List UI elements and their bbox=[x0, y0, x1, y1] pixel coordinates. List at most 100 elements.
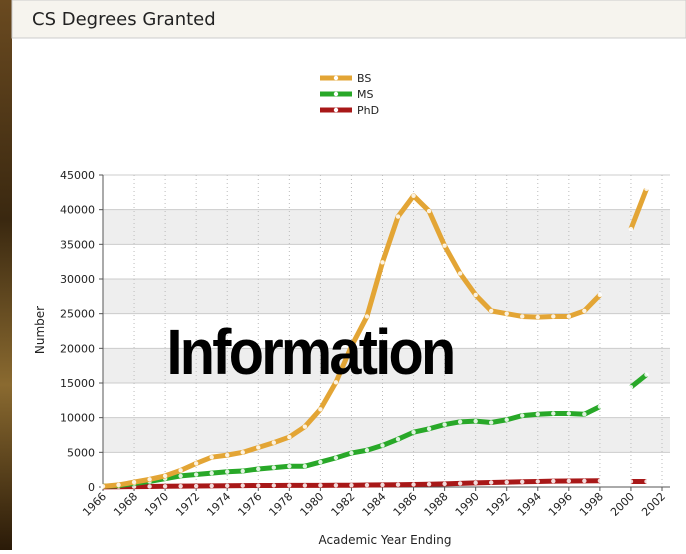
data-point bbox=[318, 459, 323, 465]
data-point bbox=[256, 483, 261, 488]
data-point bbox=[442, 481, 447, 487]
data-point bbox=[100, 484, 106, 489]
data-point bbox=[488, 480, 494, 485]
data-point bbox=[582, 478, 587, 484]
legend-label: BS bbox=[357, 72, 371, 85]
data-point bbox=[551, 314, 556, 319]
y-axis-label: Number bbox=[33, 306, 47, 354]
legend-dot bbox=[333, 107, 339, 113]
data-point bbox=[566, 411, 572, 416]
data-point bbox=[395, 214, 401, 219]
data-point bbox=[644, 186, 649, 192]
data-point bbox=[582, 308, 587, 314]
annotation: Information bbox=[166, 316, 453, 387]
data-point bbox=[566, 314, 572, 319]
data-point bbox=[535, 479, 540, 484]
data-point bbox=[628, 226, 634, 232]
data-point bbox=[504, 417, 509, 422]
data-point bbox=[364, 314, 370, 319]
data-point bbox=[411, 193, 416, 198]
data-point bbox=[193, 483, 199, 489]
chart-title: CS Degrees Granted bbox=[32, 9, 216, 30]
data-point bbox=[349, 344, 354, 349]
data-point bbox=[488, 420, 494, 425]
data-point bbox=[520, 413, 525, 418]
data-point bbox=[364, 482, 370, 488]
data-point bbox=[318, 407, 323, 412]
data-point bbox=[287, 464, 292, 469]
data-point bbox=[566, 478, 572, 484]
data-point bbox=[597, 292, 603, 298]
data-point bbox=[302, 464, 308, 469]
legend-dot bbox=[333, 75, 339, 81]
data-point bbox=[644, 372, 649, 377]
data-point bbox=[411, 430, 416, 435]
legend-label: PhD bbox=[357, 104, 379, 117]
y-tick-label: 45000 bbox=[60, 169, 95, 182]
data-point bbox=[209, 454, 214, 460]
data-point bbox=[520, 314, 525, 319]
data-point bbox=[473, 418, 478, 424]
data-point bbox=[240, 450, 245, 455]
y-tick-label: 20000 bbox=[60, 342, 95, 355]
data-point bbox=[193, 472, 199, 477]
data-point bbox=[520, 479, 525, 484]
data-point bbox=[240, 468, 245, 474]
data-point bbox=[333, 380, 339, 385]
photo-strip bbox=[0, 0, 12, 550]
data-point bbox=[271, 465, 277, 470]
data-point bbox=[473, 480, 478, 486]
grid-band bbox=[103, 348, 670, 383]
data-point bbox=[426, 482, 432, 487]
data-point bbox=[426, 426, 432, 431]
data-point bbox=[318, 483, 323, 488]
data-point bbox=[628, 479, 634, 484]
data-point bbox=[442, 243, 447, 248]
data-point bbox=[628, 384, 634, 390]
data-point bbox=[504, 479, 509, 485]
data-point bbox=[240, 483, 245, 488]
data-point bbox=[457, 481, 463, 486]
data-point bbox=[411, 482, 416, 487]
data-point bbox=[644, 479, 649, 484]
data-point bbox=[131, 479, 137, 485]
data-point bbox=[209, 470, 214, 476]
data-point bbox=[349, 482, 354, 488]
y-tick-label: 40000 bbox=[60, 204, 95, 217]
data-point bbox=[147, 477, 152, 482]
data-point bbox=[302, 424, 308, 429]
legend-dot bbox=[333, 91, 339, 97]
data-point bbox=[302, 483, 308, 488]
data-point bbox=[225, 483, 230, 488]
data-point bbox=[380, 443, 385, 448]
grid-band bbox=[103, 209, 670, 245]
data-point bbox=[457, 419, 463, 425]
y-tick-label: 5000 bbox=[67, 446, 95, 459]
data-point bbox=[457, 271, 463, 276]
y-tick-label: 30000 bbox=[60, 273, 95, 286]
data-point bbox=[395, 482, 401, 487]
grid-band bbox=[103, 279, 670, 314]
data-point bbox=[162, 473, 168, 479]
y-tick-label: 15000 bbox=[60, 377, 95, 390]
data-point bbox=[364, 448, 370, 453]
data-point bbox=[162, 484, 168, 489]
data-point bbox=[551, 478, 556, 484]
data-point bbox=[225, 452, 230, 458]
data-point bbox=[271, 483, 277, 488]
data-point bbox=[597, 478, 603, 483]
y-tick-label: 25000 bbox=[60, 308, 95, 321]
grid-band bbox=[103, 417, 670, 453]
data-point bbox=[333, 455, 339, 461]
y-tick-label: 10000 bbox=[60, 412, 95, 425]
header bbox=[11, 0, 686, 39]
data-point bbox=[193, 461, 199, 466]
data-point bbox=[116, 482, 121, 488]
data-point bbox=[426, 208, 432, 214]
y-tick-label: 0 bbox=[88, 481, 95, 494]
y-tick-label: 35000 bbox=[60, 238, 95, 251]
x-axis-label: Academic Year Ending bbox=[319, 533, 452, 547]
data-point bbox=[488, 308, 494, 314]
